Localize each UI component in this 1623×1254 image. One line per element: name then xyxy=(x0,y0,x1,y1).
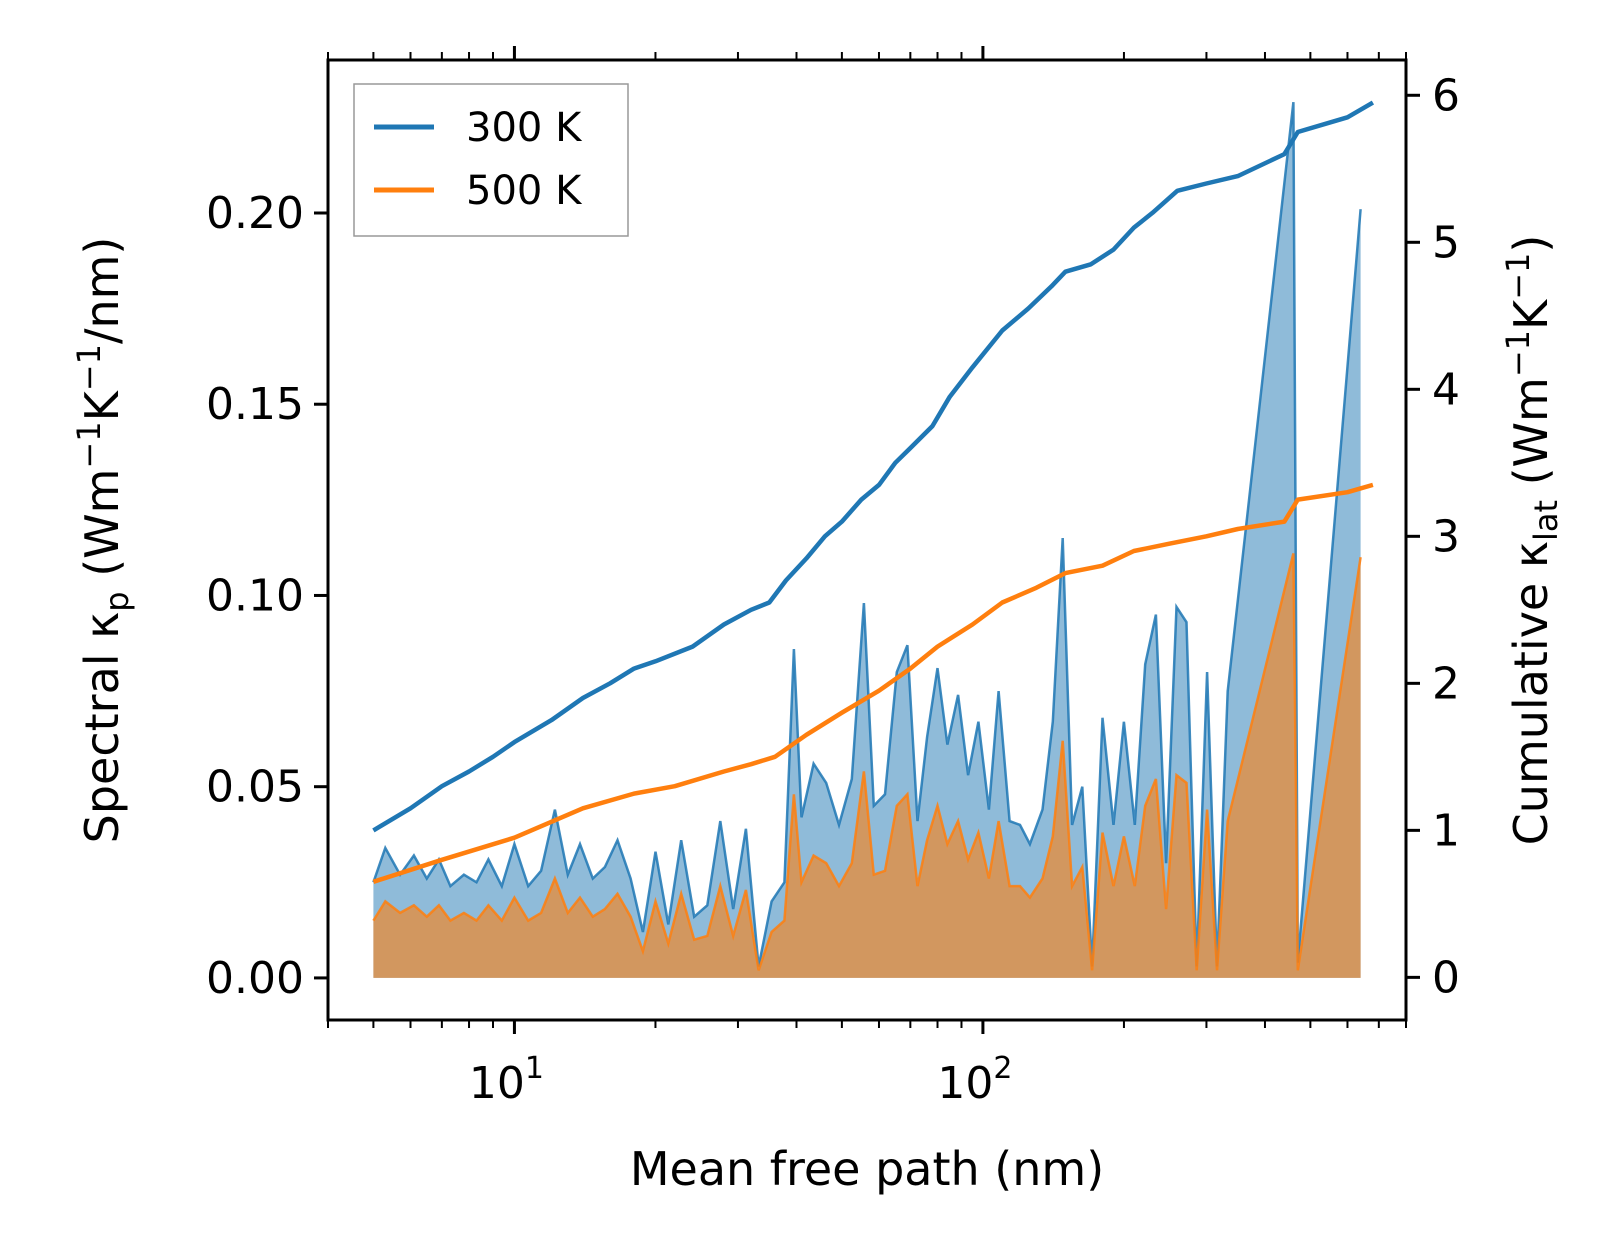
legend-label-500k: 500 K xyxy=(466,168,583,214)
x-axis-label: Mean free path (nm) xyxy=(630,1142,1104,1196)
y-tick-label-right: 3 xyxy=(1432,511,1460,562)
y-tick-label-left: 0.05 xyxy=(206,762,304,813)
legend-label-300k: 300 K xyxy=(466,105,583,151)
y-axis-label-right: Cumulative κlat (Wm−1K−1) xyxy=(1499,235,1565,846)
x-tick-label: 102 xyxy=(937,1051,1012,1109)
spectral-line-300k xyxy=(372,101,1362,967)
y-axis-label-left: Spectral κp (Wm−1K−1/nm) xyxy=(70,237,136,844)
plot-frame xyxy=(326,58,1408,1022)
y-tick-label-right: 2 xyxy=(1432,658,1460,709)
y-tick-label-right: 5 xyxy=(1432,217,1460,268)
legend: 300 K 500 K xyxy=(353,83,629,237)
spectral-fills xyxy=(372,101,1362,978)
cumulative-lines xyxy=(372,100,1375,884)
y-tick-label-left: 0.00 xyxy=(206,953,304,1004)
y-tick-label-right: 6 xyxy=(1432,70,1460,121)
cumulative-line-500k xyxy=(372,482,1374,884)
spectral-area-500k xyxy=(373,553,1361,978)
y-tick-label-left: 0.20 xyxy=(206,188,304,239)
y-tick-label-right: 0 xyxy=(1432,952,1460,1003)
cumulative-line-300k xyxy=(372,100,1375,833)
legend-box xyxy=(353,83,629,237)
y-tick-label-right: 4 xyxy=(1432,364,1460,415)
y-tick-label-right: 1 xyxy=(1432,805,1460,856)
spectral-line-500k xyxy=(372,553,1362,971)
axis-ticks: 0.00 0.05 0.10 0.15 0.20 0 1 2 3 4 5 6 101 102 xyxy=(206,46,1460,1109)
x-tick-label: 101 xyxy=(469,1051,544,1109)
y-tick-label-left: 0.15 xyxy=(206,379,304,430)
y-tick-label-left: 0.10 xyxy=(206,570,304,621)
